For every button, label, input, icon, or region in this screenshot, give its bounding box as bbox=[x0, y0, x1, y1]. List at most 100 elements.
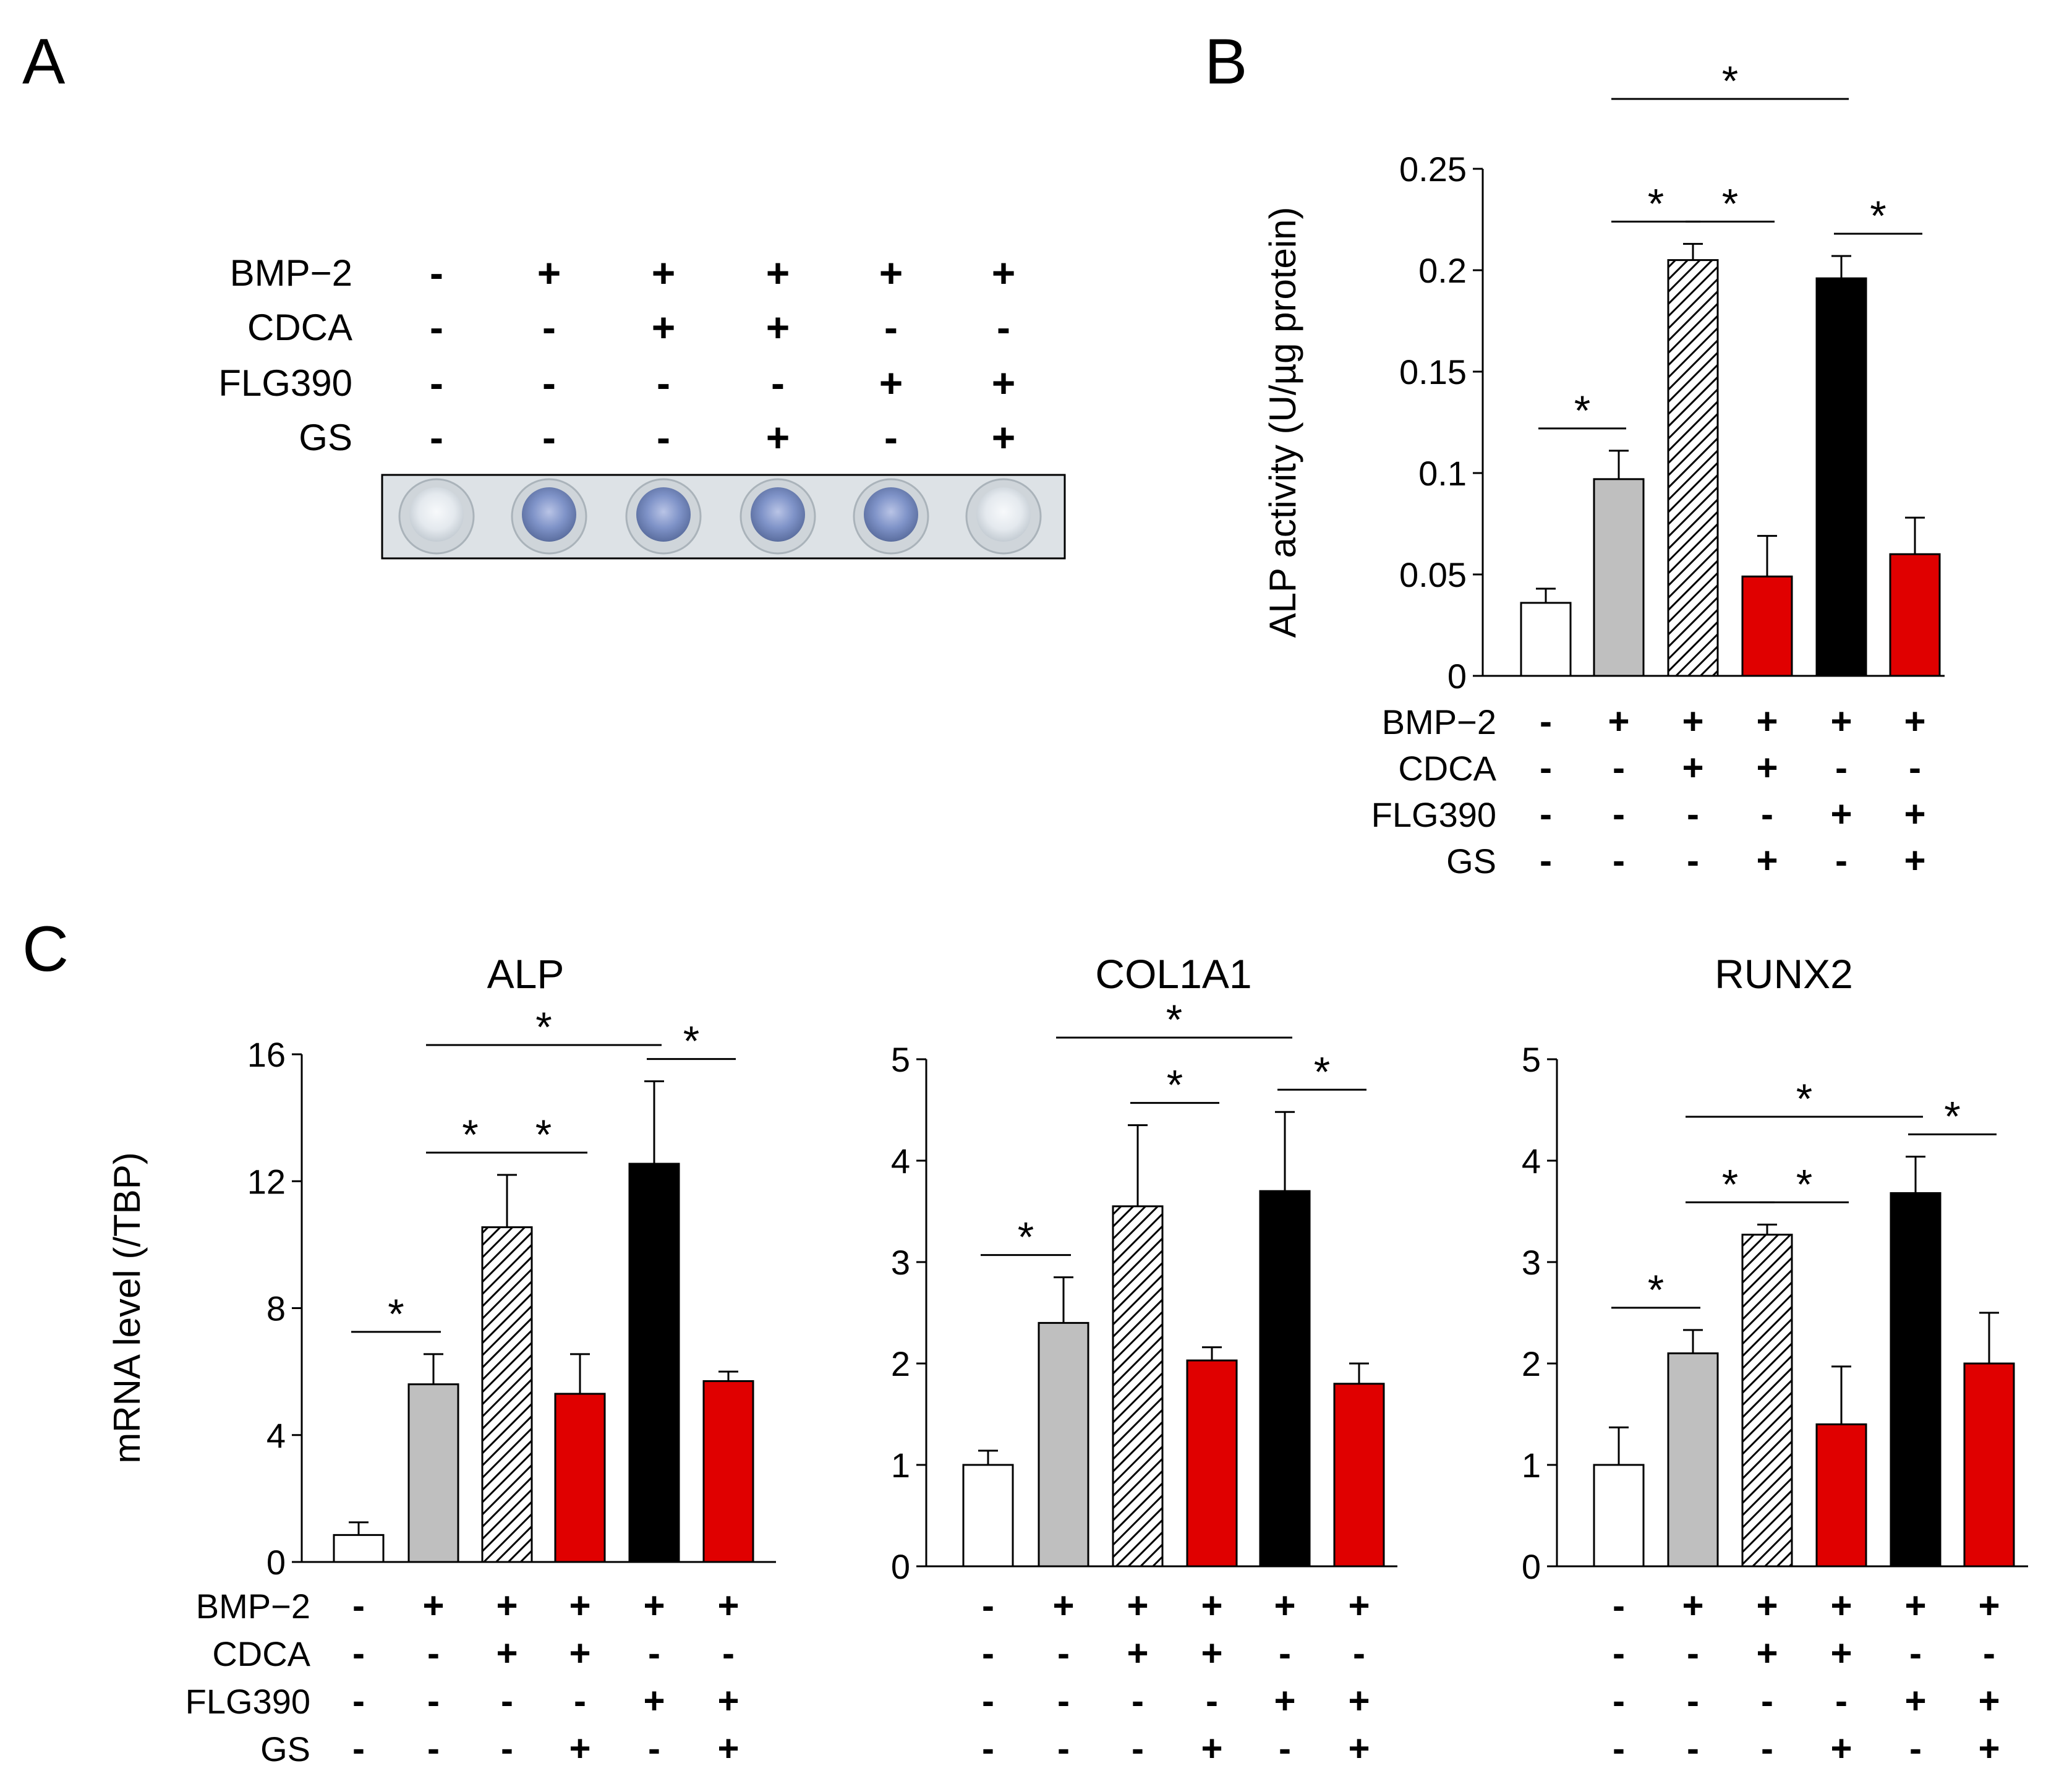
condition-sign: + bbox=[652, 304, 676, 350]
condition-sign: + bbox=[766, 414, 790, 460]
condition-sign: - bbox=[982, 1632, 994, 1674]
condition-sign: - bbox=[1540, 793, 1552, 835]
chart-title: RUNX2 bbox=[1715, 951, 1853, 997]
condition-sign: + bbox=[1201, 1585, 1222, 1626]
condition-sign: - bbox=[657, 360, 670, 406]
condition-sign: + bbox=[1830, 1585, 1852, 1626]
condition-sign: - bbox=[1057, 1680, 1070, 1722]
condition-sign: - bbox=[430, 360, 443, 406]
treatment-label: CDCA bbox=[212, 1634, 310, 1673]
condition-sign: - bbox=[771, 360, 785, 406]
condition-sign: - bbox=[1613, 840, 1625, 881]
treatment-label: CDCA bbox=[1398, 749, 1496, 788]
condition-sign: - bbox=[574, 1680, 586, 1722]
condition-sign: + bbox=[1756, 1632, 1778, 1674]
y-tick-label: 0 bbox=[891, 1547, 910, 1586]
condition-sign: - bbox=[1057, 1632, 1070, 1674]
condition-sign: - bbox=[1057, 1728, 1070, 1769]
y-tick-label: 0.2 bbox=[1418, 251, 1467, 290]
condition-sign: + bbox=[1201, 1632, 1222, 1674]
chart-c-alp-mrna: ALP mRNA level (/TBP) 0 4 8 12 16 * * * * * BMP−2 - + +… bbox=[106, 951, 776, 1769]
condition-sign: + bbox=[1978, 1728, 2000, 1769]
y-tick-label: 5 bbox=[1522, 1040, 1541, 1079]
condition-sign: - bbox=[982, 1680, 994, 1722]
condition-sign: + bbox=[766, 250, 790, 296]
significance-star: * bbox=[535, 1004, 552, 1051]
chart-title: ALP bbox=[487, 951, 565, 997]
condition-sign: + bbox=[1682, 747, 1703, 788]
condition-sign: - bbox=[501, 1728, 513, 1769]
y-tick-label: 1 bbox=[891, 1446, 910, 1485]
treatment-label: BMP−2 bbox=[1382, 702, 1496, 741]
well bbox=[522, 487, 576, 542]
condition-sign: - bbox=[997, 304, 1010, 350]
condition-sign: - bbox=[1687, 1728, 1699, 1769]
condition-sign: - bbox=[1835, 840, 1848, 881]
treatment-label: FLG390 bbox=[185, 1682, 310, 1721]
condition-sign: - bbox=[1206, 1680, 1218, 1722]
y-tick-label: 4 bbox=[1522, 1141, 1541, 1180]
y-tick-label: 0.25 bbox=[1399, 150, 1467, 189]
condition-sign: - bbox=[427, 1680, 440, 1722]
condition-sign: + bbox=[1756, 701, 1778, 742]
bar bbox=[1890, 1192, 1942, 1568]
condition-sign: + bbox=[496, 1585, 518, 1626]
condition-sign: - bbox=[1687, 1680, 1699, 1722]
condition-sign: + bbox=[496, 1632, 518, 1674]
condition-sign: + bbox=[1127, 1585, 1148, 1626]
y-tick-label: 3 bbox=[1522, 1243, 1541, 1282]
significance-star: * bbox=[1796, 1161, 1812, 1208]
condition-sign: - bbox=[1687, 793, 1699, 835]
bar bbox=[1815, 1423, 1867, 1568]
condition-sign: - bbox=[1279, 1728, 1291, 1769]
condition-sign: - bbox=[1353, 1632, 1365, 1674]
condition-sign: + bbox=[1904, 793, 1925, 835]
condition-sign: - bbox=[1540, 840, 1552, 881]
y-axis-label: mRNA level (/TBP) bbox=[106, 1152, 148, 1463]
significance-star: * bbox=[1944, 1093, 1960, 1140]
bar bbox=[1333, 1383, 1385, 1568]
treatment-label: GS bbox=[1446, 842, 1496, 881]
condition-sign: - bbox=[1613, 1728, 1625, 1769]
y-tick-label: 0.1 bbox=[1418, 454, 1467, 493]
condition-sign: + bbox=[1608, 701, 1629, 742]
treatment-label: FLG390 bbox=[1371, 795, 1496, 834]
treatment-label: CDCA bbox=[247, 307, 352, 348]
condition-sign: + bbox=[1052, 1585, 1074, 1626]
condition-sign: + bbox=[1830, 793, 1852, 835]
condition-sign: - bbox=[542, 360, 556, 406]
y-tick-label: 12 bbox=[247, 1162, 286, 1201]
bar bbox=[1963, 1362, 2015, 1568]
condition-sign: + bbox=[1904, 701, 1925, 742]
chart-b-alp-activity: ALP activity (U/µg protein) 0 0.05 0.1 0.15 0… bbox=[1262, 58, 1945, 881]
significance-star: * bbox=[1574, 387, 1590, 434]
condition-sign: - bbox=[1761, 1728, 1773, 1769]
condition-sign: + bbox=[1682, 701, 1703, 742]
bar bbox=[962, 1464, 1014, 1568]
y-tick-label: 3 bbox=[891, 1243, 910, 1282]
chart-c-col1a1-mrna: COL1A1 0 1 2 3 4 5 * * * * - + + + + + - - + + - - - - - - + + - - - + - + bbox=[891, 951, 1397, 1769]
condition-sign: - bbox=[1835, 747, 1848, 788]
condition-sign: + bbox=[1756, 1585, 1778, 1626]
bar bbox=[1593, 478, 1645, 677]
condition-sign: - bbox=[430, 250, 443, 296]
condition-sign: - bbox=[352, 1680, 365, 1722]
condition-sign: + bbox=[643, 1585, 665, 1626]
condition-sign: + bbox=[1682, 1585, 1703, 1626]
condition-sign: - bbox=[1613, 1632, 1625, 1674]
condition-sign: + bbox=[1348, 1680, 1370, 1722]
condition-sign: + bbox=[569, 1632, 590, 1674]
significance-star: * bbox=[1648, 1266, 1664, 1313]
bar bbox=[407, 1383, 459, 1563]
significance-star: * bbox=[1018, 1214, 1034, 1261]
condition-sign: + bbox=[1830, 1728, 1852, 1769]
y-tick-label: 0 bbox=[1522, 1547, 1541, 1586]
condition-sign: + bbox=[422, 1585, 444, 1626]
bar bbox=[1259, 1190, 1311, 1568]
treatment-label: BMP−2 bbox=[230, 252, 352, 294]
y-tick-label: 0 bbox=[1447, 657, 1467, 696]
condition-sign: - bbox=[427, 1632, 440, 1674]
condition-sign: + bbox=[1904, 1585, 1926, 1626]
y-tick-label: 4 bbox=[891, 1141, 910, 1180]
condition-sign: - bbox=[648, 1632, 660, 1674]
